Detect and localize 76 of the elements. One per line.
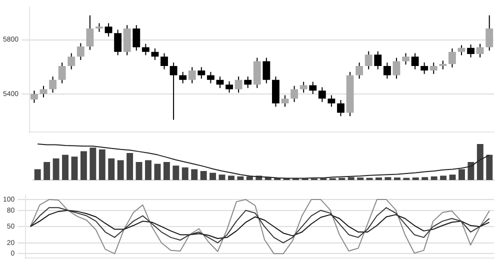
bar [52,158,60,180]
candlestick [476,43,484,58]
candlestick [170,62,178,120]
bar [80,151,87,180]
candlestick [420,62,428,74]
bar [136,162,142,180]
candlestick [142,43,150,56]
bar [486,154,493,180]
candlestick [179,71,187,84]
bar [44,162,50,180]
candlestick [411,52,419,70]
candlestick [132,24,140,52]
candlestick [281,94,289,108]
candlestick [318,86,326,103]
candlestick [206,71,214,84]
bar [98,149,106,180]
candlestick [244,76,252,89]
candlestick [486,14,494,52]
bar [62,154,68,180]
candlestick [30,90,38,104]
candlestick [68,52,76,70]
candlestick [226,80,233,94]
candlestick [356,62,364,80]
bar [468,162,474,180]
bar [154,164,161,180]
bar [237,176,244,180]
candlestick [467,44,474,58]
bar [394,177,400,180]
candlestick [374,50,382,70]
bar [108,158,115,180]
candlestick [198,66,206,80]
candlestick [290,85,298,103]
bar [117,160,124,180]
bar [210,172,216,180]
bar [440,176,447,180]
candlestick [458,44,466,56]
candlestick [114,29,122,56]
bar [191,169,198,180]
bar [458,169,465,180]
bar [422,177,428,180]
candlestick [383,62,391,80]
bar [412,177,419,180]
candlestick [49,76,57,94]
candlestick [328,94,336,108]
bar [126,153,134,180]
bar [384,177,392,180]
candlestick [337,99,344,117]
bar [449,174,456,180]
bar [163,162,170,180]
candlestick [402,52,410,66]
candlestick [104,22,112,37]
candlestick [160,52,168,70]
candlestick [392,57,400,80]
bar [228,176,234,180]
bar [476,144,484,180]
candlestick [86,14,94,50]
bar [430,176,438,180]
bar [246,176,253,180]
candlestick [272,76,280,108]
bar [218,174,226,180]
candlestick [309,81,317,95]
bar [90,148,96,180]
candlestick [76,42,84,60]
bar [348,177,354,180]
bar [182,167,188,180]
bar [376,177,382,180]
bar [357,177,364,180]
candlestick [430,62,438,74]
bar [34,169,41,180]
bar [145,160,152,180]
candlestick [262,57,270,84]
bar [172,166,180,180]
candlestick [448,48,456,68]
bar [71,156,78,180]
candlestick [58,62,66,84]
bar [200,171,207,180]
